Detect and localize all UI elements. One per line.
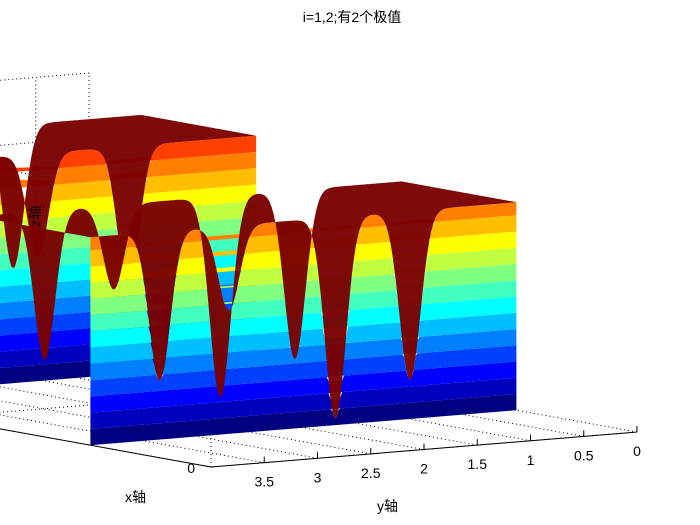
x-axis-label: x轴 — [125, 489, 146, 505]
surface-band — [0, 184, 257, 222]
floor-grid-line — [0, 386, 371, 455]
chart-title: i=1,2;有2个极值 — [303, 9, 401, 25]
back-wall-grid-line — [0, 72, 90, 81]
surface-band — [0, 151, 257, 190]
surface-band — [0, 168, 257, 206]
surface-band — [90, 394, 517, 446]
y-tick-label: 2.5 — [361, 465, 381, 481]
y-tick-label: 1.5 — [468, 456, 488, 472]
surface-band — [0, 135, 257, 173]
floor-grid-line — [0, 400, 318, 459]
y-tick-label: 2 — [420, 461, 428, 477]
z-axis-label: z轴 — [27, 206, 43, 227]
y-tick-label: 0.5 — [574, 447, 594, 463]
x-tick-label: 0 — [187, 460, 195, 476]
y-tick-label: 1 — [527, 452, 535, 468]
surface-band — [90, 377, 517, 429]
surface-ribbon — [0, 181, 517, 446]
surface-band — [90, 361, 517, 413]
y-tick-label: 0 — [633, 443, 641, 459]
y-axis-label: y轴 — [377, 498, 398, 514]
x-axis-line — [0, 428, 212, 468]
y-tick-label: 3.5 — [255, 474, 275, 490]
surface-top — [0, 114, 257, 290]
floor-grid-line — [0, 414, 265, 464]
floor-grid-line — [0, 382, 364, 413]
axes: 3.532.521.510.500240-0.5-1-1.5-2 — [0, 426, 641, 490]
floor-grid-line — [0, 372, 425, 450]
surface-band — [90, 345, 517, 397]
surface-top — [0, 181, 517, 418]
surface — [0, 114, 517, 446]
y-tick-label: 3 — [314, 469, 322, 485]
